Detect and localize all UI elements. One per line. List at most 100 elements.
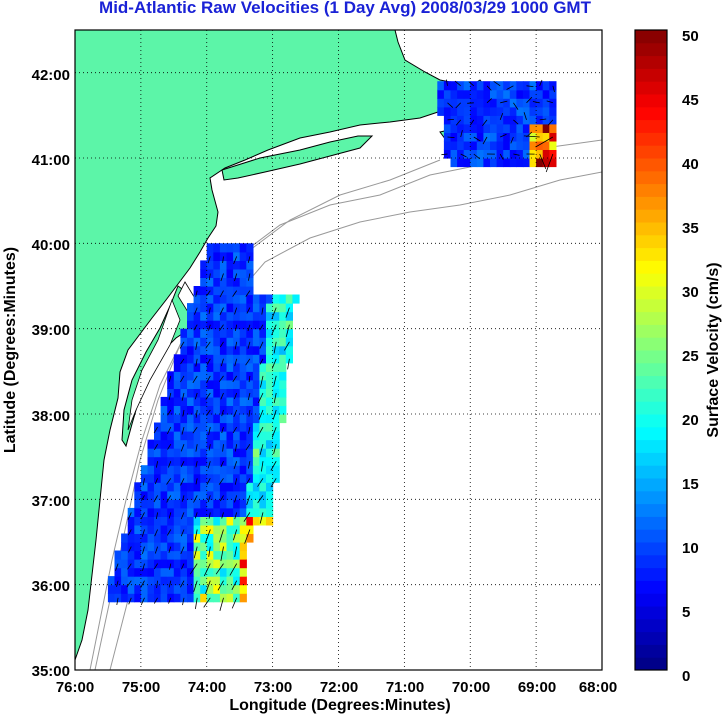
velocity-cell [121, 576, 129, 586]
velocity-cell [503, 123, 511, 133]
velocity-cell [206, 260, 214, 270]
velocity-cell [233, 311, 241, 321]
velocity-cell [200, 405, 208, 415]
velocity-cell [246, 277, 254, 287]
velocity-cell [219, 294, 228, 304]
velocity-cell [200, 414, 208, 424]
velocity-cell [219, 482, 228, 492]
velocity-cell [187, 320, 195, 330]
velocity-cell [193, 286, 201, 296]
velocity-cell [522, 140, 531, 150]
velocity-cell [252, 379, 261, 389]
velocity-vector [153, 563, 158, 570]
velocity-cell [160, 414, 168, 424]
velocity-cell [200, 482, 208, 492]
velocity-cell [476, 132, 484, 142]
velocity-cell [206, 482, 214, 492]
velocity-cell [463, 140, 471, 150]
velocity-cell [160, 550, 168, 560]
velocity-cell [266, 345, 274, 355]
velocity-cell [127, 567, 135, 577]
velocity-cell [219, 576, 228, 586]
velocity-cell [160, 567, 168, 577]
velocity-vector [220, 546, 224, 561]
velocity-cell [107, 576, 116, 586]
velocity-vector [234, 392, 238, 400]
velocity-cell [219, 524, 228, 534]
velocity-cell [476, 158, 484, 168]
velocity-cell [522, 89, 531, 99]
velocity-vector [215, 563, 224, 575]
velocity-cell [285, 345, 293, 355]
velocity-vector [285, 324, 290, 338]
velocity-vector [194, 529, 198, 541]
velocity-cell [173, 388, 181, 398]
velocity-cell [167, 550, 175, 560]
velocity-cell [219, 448, 228, 458]
velocity-vector [168, 546, 172, 553]
velocity-cell [259, 379, 267, 389]
velocity-cell [200, 388, 208, 398]
velocity-cell [193, 337, 201, 347]
velocity-cell [246, 439, 254, 449]
colorbar-tick-label: 0 [682, 668, 690, 685]
velocity-cell [187, 482, 195, 492]
velocity-vector [167, 409, 172, 416]
velocity-cell [134, 507, 142, 517]
velocity-cell [272, 328, 280, 338]
velocity-cell [219, 243, 228, 253]
velocity-cell [443, 106, 452, 116]
velocity-cell [193, 422, 201, 432]
velocity-cell [509, 115, 517, 125]
velocity-cell [239, 337, 247, 347]
velocity-cell [167, 499, 175, 509]
velocity-cell [219, 362, 228, 372]
x-tick-label: 71:00 [386, 679, 424, 696]
velocity-cell [503, 140, 511, 150]
velocity-cell [266, 414, 274, 424]
velocity-cell [496, 140, 504, 150]
velocity-vector [142, 563, 145, 571]
velocity-cell [279, 328, 287, 338]
velocity-cell [503, 158, 511, 168]
velocity-cell [233, 576, 241, 586]
colorbar-label: Surface Velocity (cm/s) [705, 262, 722, 437]
velocity-cell [233, 490, 241, 500]
velocity-cell [193, 414, 201, 424]
velocity-cell [219, 567, 228, 577]
velocity-vector [180, 375, 185, 383]
velocity-cell [457, 106, 465, 116]
velocity-cell [239, 260, 247, 270]
velocity-cell [193, 576, 201, 586]
velocity-cell [239, 448, 247, 458]
velocity-cell [206, 379, 214, 389]
velocity-cell [463, 89, 471, 99]
velocity-cell [200, 396, 208, 406]
velocity-vector [128, 597, 132, 605]
velocity-cell [272, 431, 280, 441]
velocity-cell [279, 345, 287, 355]
velocity-vector [206, 290, 211, 297]
velocity-vector [116, 597, 119, 605]
colorbar-swatch [635, 55, 667, 69]
velocity-vector [127, 512, 132, 520]
velocity-vector [207, 256, 211, 264]
velocity-cell [226, 439, 234, 449]
velocity-cell [536, 89, 544, 99]
velocity-cell [239, 320, 247, 330]
velocity-cell [463, 115, 471, 125]
velocity-cell [147, 567, 155, 577]
velocity-vector [193, 546, 198, 559]
velocity-cell [470, 115, 478, 125]
velocity-cell [213, 286, 221, 296]
velocity-cell [259, 371, 267, 381]
colorbar [635, 30, 667, 671]
velocity-cell [219, 371, 228, 381]
velocity-cell [259, 345, 267, 355]
velocity-cell [496, 106, 504, 116]
velocity-vector [168, 375, 172, 382]
velocity-cell [259, 362, 267, 372]
velocity-cell [503, 89, 511, 99]
velocity-cell [226, 303, 234, 313]
velocity-cell [213, 328, 221, 338]
